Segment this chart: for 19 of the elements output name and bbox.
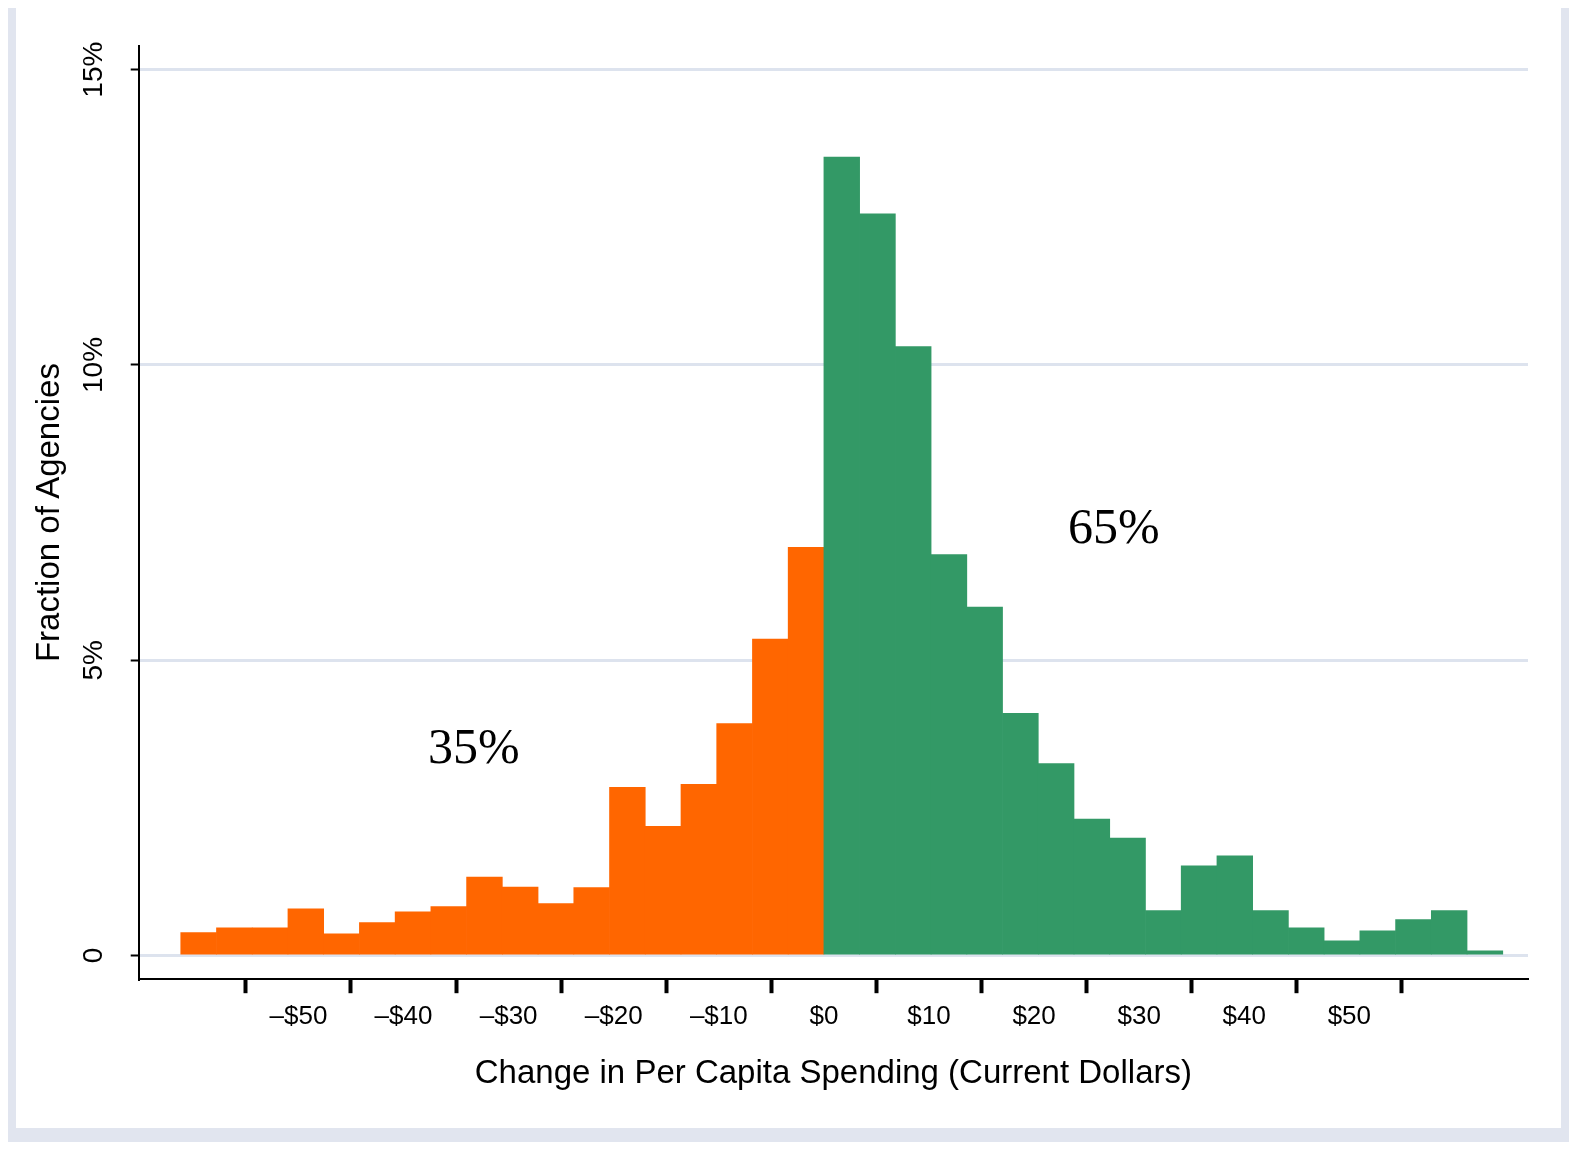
x-tick-label: –$40 — [374, 999, 433, 1030]
y-tick-label: 10% — [77, 336, 109, 393]
x-tick-label: $40 — [1222, 999, 1266, 1030]
x-tick-label: –$50 — [269, 999, 328, 1030]
x-tick-label: $20 — [1012, 999, 1056, 1030]
x-tick-label: $10 — [907, 999, 951, 1030]
y-axis-title: Fraction of Agencies — [28, 363, 66, 663]
y-tick-label: 15% — [77, 41, 109, 98]
x-tick-label: $50 — [1327, 999, 1372, 1030]
x-tick-label: –$30 — [479, 999, 538, 1030]
x-tick-label: $0 — [809, 999, 839, 1030]
x-tick-label: –$10 — [689, 999, 748, 1030]
x-tick-label: $30 — [1117, 999, 1161, 1030]
x-axis-title: Change in Per Capita Spending (Current Dollars) — [474, 1053, 1192, 1091]
annotation: 65% — [1068, 498, 1160, 554]
x-tick-label: –$20 — [584, 999, 643, 1030]
y-tick-label: 0 — [77, 947, 109, 964]
annotation: 35% — [428, 718, 520, 774]
y-tick-label: 5% — [77, 640, 109, 681]
